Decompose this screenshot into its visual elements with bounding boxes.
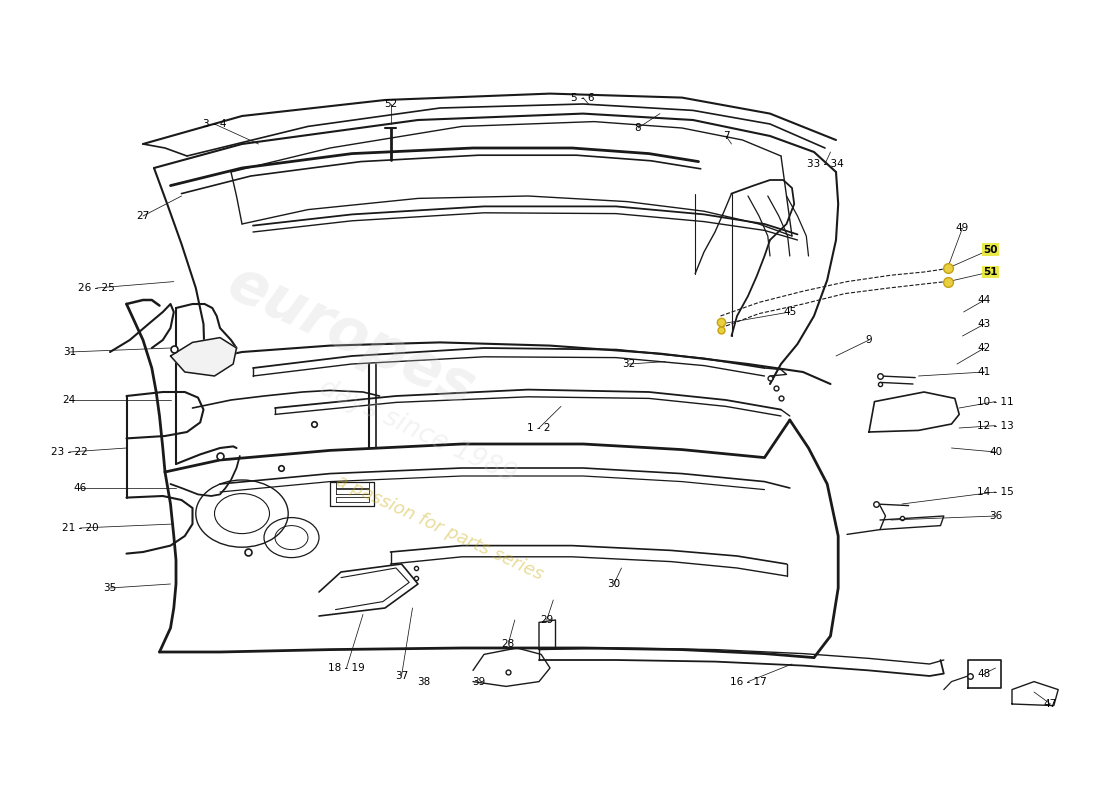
Text: 30: 30 (607, 579, 620, 589)
Text: 29: 29 (540, 615, 553, 625)
Text: 35: 35 (103, 583, 117, 593)
Text: 46: 46 (74, 483, 87, 493)
Text: 36: 36 (989, 511, 1002, 521)
Text: 32: 32 (623, 359, 636, 369)
Text: 12 - 13: 12 - 13 (977, 421, 1014, 430)
Text: 45: 45 (783, 307, 796, 317)
Text: 8: 8 (635, 123, 641, 133)
Text: 41: 41 (978, 367, 991, 377)
Text: 7: 7 (723, 131, 729, 141)
Text: days since 1989: days since 1989 (316, 375, 520, 489)
Text: 5 - 6: 5 - 6 (571, 93, 595, 102)
Text: 48: 48 (978, 669, 991, 678)
Text: europes: europes (219, 254, 485, 418)
Text: 10 - 11: 10 - 11 (977, 397, 1014, 406)
Text: 24: 24 (63, 395, 76, 405)
Text: 43: 43 (978, 319, 991, 329)
Text: 26 - 25: 26 - 25 (78, 283, 116, 293)
Text: 1 - 2: 1 - 2 (527, 423, 551, 433)
Text: 50: 50 (982, 245, 998, 254)
Text: 33 - 34: 33 - 34 (806, 159, 844, 169)
Text: 21 - 20: 21 - 20 (62, 523, 99, 533)
Text: 18 - 19: 18 - 19 (328, 663, 365, 673)
Text: 9: 9 (866, 335, 872, 345)
Text: 42: 42 (978, 343, 991, 353)
Text: 16 - 17: 16 - 17 (729, 677, 767, 686)
Text: 49: 49 (956, 223, 969, 233)
Text: 3 - 4: 3 - 4 (202, 119, 227, 129)
Text: a passion for parts series: a passion for parts series (333, 472, 547, 584)
Text: 40: 40 (989, 447, 1002, 457)
Text: 23 - 22: 23 - 22 (51, 447, 88, 457)
Text: 51: 51 (982, 267, 998, 277)
Text: 14 - 15: 14 - 15 (977, 487, 1014, 497)
Text: 38: 38 (417, 677, 430, 686)
Text: 31: 31 (63, 347, 76, 357)
Text: 37: 37 (395, 671, 408, 681)
Polygon shape (170, 338, 236, 376)
Text: 39: 39 (472, 677, 485, 686)
Text: 27: 27 (136, 211, 150, 221)
Text: 44: 44 (978, 295, 991, 305)
Text: 47: 47 (1044, 699, 1057, 709)
Text: 28: 28 (502, 639, 515, 649)
Text: 52: 52 (384, 99, 397, 109)
